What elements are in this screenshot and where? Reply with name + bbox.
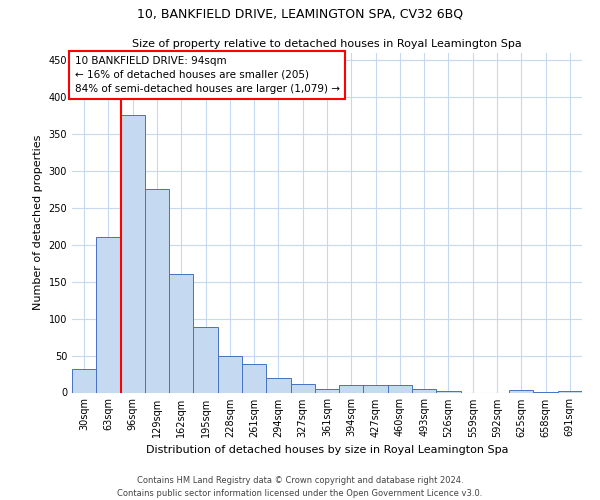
Bar [266, 378, 290, 392]
Title: Size of property relative to detached houses in Royal Leamington Spa: Size of property relative to detached ho… [132, 39, 522, 49]
Bar [72, 369, 96, 392]
Bar [558, 391, 582, 392]
Bar [290, 384, 315, 392]
X-axis label: Distribution of detached houses by size in Royal Leamington Spa: Distribution of detached houses by size … [146, 445, 508, 455]
Bar [339, 385, 364, 392]
Bar [388, 385, 412, 392]
Text: 10, BANKFIELD DRIVE, LEAMINGTON SPA, CV32 6BQ: 10, BANKFIELD DRIVE, LEAMINGTON SPA, CV3… [137, 8, 463, 20]
Bar [509, 390, 533, 392]
Text: Contains HM Land Registry data © Crown copyright and database right 2024.
Contai: Contains HM Land Registry data © Crown c… [118, 476, 482, 498]
Bar [169, 274, 193, 392]
Bar [96, 238, 121, 392]
Bar [193, 328, 218, 392]
Bar [242, 364, 266, 392]
Bar [145, 189, 169, 392]
Bar [218, 356, 242, 393]
Bar [436, 391, 461, 392]
Bar [121, 116, 145, 392]
Text: 10 BANKFIELD DRIVE: 94sqm
← 16% of detached houses are smaller (205)
84% of semi: 10 BANKFIELD DRIVE: 94sqm ← 16% of detac… [74, 56, 340, 94]
Bar [364, 385, 388, 392]
Bar [412, 389, 436, 392]
Y-axis label: Number of detached properties: Number of detached properties [33, 135, 43, 310]
Bar [315, 389, 339, 392]
